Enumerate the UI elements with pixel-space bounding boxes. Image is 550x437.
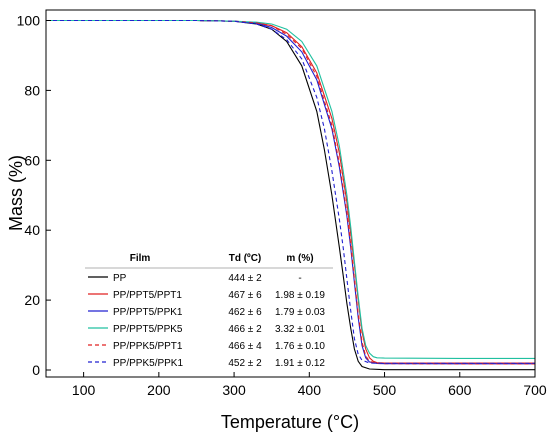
table-m-value: 1.91 ± 0.12 [275,358,325,369]
table-td-value: 466 ± 2 [228,324,262,335]
y-tick-label: 0 [32,362,40,378]
x-tick-label: 400 [298,382,322,398]
series-line-5 [46,19,535,364]
table-header-td: Td (ºC) [229,253,262,264]
table-film-name: PP/PPT5/PPK1 [113,307,183,318]
series-line-3 [46,19,535,359]
legend-table: Film Td (ºC) m (%) PP 444 ± 2 - PP/PPT5/PPT1 46… [85,253,333,369]
table-film-name: PP/PPK5/PPT1 [113,341,183,352]
x-tick-label: 500 [373,382,397,398]
series-layer [46,19,535,371]
table-td-value: 452 ± 2 [228,358,262,369]
x-axis-title: Temperature (°C) [221,412,359,432]
table-header-m: m (%) [286,253,313,264]
y-tick-label: 60 [24,152,40,168]
y-tick-label: 40 [24,222,40,238]
table-m-value: 1.98 ± 0.19 [275,290,325,301]
table-m-value: 1.79 ± 0.03 [275,307,325,318]
table-film-name: PP [113,273,127,284]
table-m-value: 1.76 ± 0.10 [275,341,325,352]
table-film-name: PP/PPT5/PPK5 [113,324,183,335]
x-tick-label: 200 [147,382,171,398]
x-tick-label: 100 [72,382,96,398]
table-m-value: 3.32 ± 0.01 [275,324,325,335]
table-td-value: 467 ± 6 [228,290,262,301]
y-tick-label: 80 [24,82,40,98]
y-tick-label: 100 [17,12,41,28]
table-td-value: 462 ± 6 [228,307,262,318]
y-axis-title: Mass (%) [6,155,26,231]
ticks-layer: 100 200 300 400 500 600 700 0 20 40 60 80 100 [17,12,547,398]
table-film-name: PP/PPK5/PPK1 [113,358,183,369]
table-td-value: 444 ± 2 [228,273,262,284]
table-td-value: 466 ± 4 [228,341,262,352]
y-tick-label: 20 [24,292,40,308]
x-tick-label: 300 [222,382,246,398]
series-line-0 [46,19,535,371]
table-film-name: PP/PPT5/PPT1 [113,290,182,301]
plot-frame [45,9,536,378]
x-tick-label: 600 [448,382,472,398]
x-tick-label: 700 [523,382,547,398]
table-m-value: - [298,273,301,284]
table-header-film: Film [130,253,151,264]
